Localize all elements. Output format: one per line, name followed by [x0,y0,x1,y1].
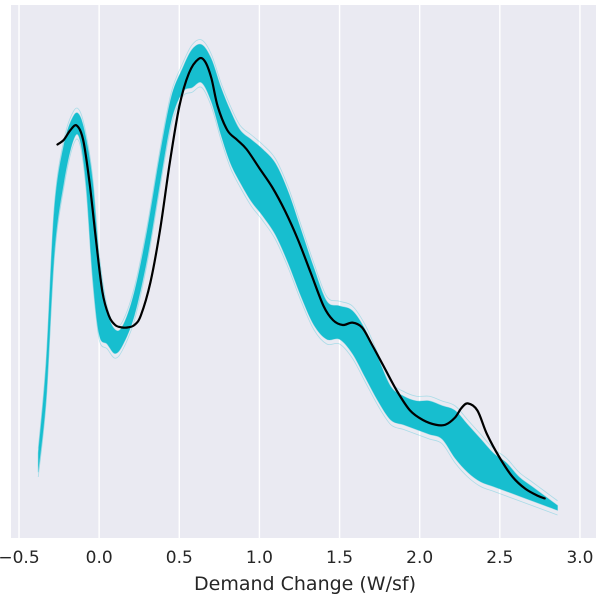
bootstrap-band-group [37,39,559,516]
estimate-line-group [56,56,546,500]
estimate-line [56,56,546,500]
band-edge-trace [37,39,558,502]
x-tick-label: 1.0 [246,548,273,568]
x-tick-label: 2.0 [406,548,433,568]
x-tick-label: 1.5 [326,548,353,568]
x-tick-label: 0.5 [166,548,193,568]
x-tick-labels: −0.5 0.0 0.5 1.0 1.5 2.0 2.5 3.0 [0,548,593,568]
x-tick-label: 3.0 [566,548,593,568]
band-edge-trace [37,86,558,516]
x-tick-label: 0.0 [86,548,113,568]
x-axis-label: Demand Change (W/sf) [194,573,416,595]
bootstrap-band [37,43,559,511]
x-tick-label: −0.5 [0,548,40,568]
x-tick-label: 2.5 [486,548,513,568]
